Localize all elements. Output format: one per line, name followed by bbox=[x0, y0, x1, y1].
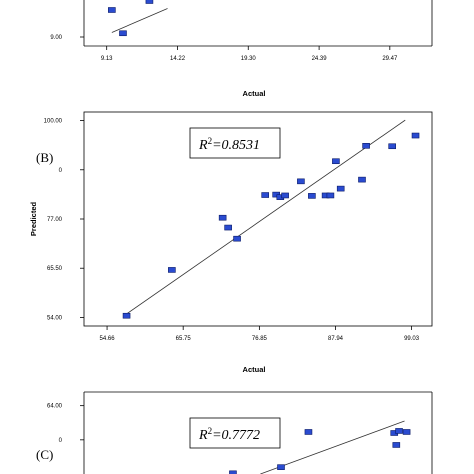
data-point bbox=[145, 0, 154, 4]
data-point bbox=[281, 192, 289, 199]
panel-b-r2-text: R2=0.8531 bbox=[198, 136, 260, 153]
panel-c-r2-text: R2=0.7772 bbox=[198, 426, 260, 443]
data-point bbox=[411, 132, 420, 139]
data-point bbox=[392, 442, 401, 448]
y-tick-label: 0 bbox=[59, 438, 63, 444]
y-tick-label: 0 bbox=[59, 168, 63, 174]
data-point bbox=[119, 30, 127, 37]
data-point bbox=[261, 192, 270, 198]
data-point bbox=[358, 176, 366, 183]
data-point bbox=[326, 192, 335, 199]
data-point bbox=[388, 143, 396, 150]
panel-c-chart: (C) 64.00 0 R2=0.7772 bbox=[36, 391, 433, 474]
data-point bbox=[308, 193, 316, 199]
fit-line bbox=[124, 119, 406, 316]
data-point bbox=[336, 185, 345, 192]
data-point bbox=[108, 7, 116, 13]
x-tick-label: 29.47 bbox=[382, 56, 398, 62]
data-point bbox=[304, 429, 313, 435]
panel-c-r2-box: R2=0.7772 bbox=[189, 417, 281, 449]
panel-b-x-axis-label: Actual bbox=[243, 365, 266, 374]
data-point bbox=[224, 224, 232, 231]
panel-b-label: (B) bbox=[36, 150, 53, 165]
x-tick-label: 87.94 bbox=[328, 336, 344, 342]
y-tick-label: 54.00 bbox=[47, 315, 63, 321]
fit-line bbox=[111, 8, 168, 33]
x-tick-label: 65.75 bbox=[176, 336, 192, 342]
data-point bbox=[168, 267, 176, 273]
data-point bbox=[402, 429, 411, 435]
y-tick-label: 100.00 bbox=[44, 119, 63, 125]
y-tick-label: 65.50 bbox=[47, 266, 63, 272]
y-tick-label: 77.00 bbox=[47, 217, 63, 223]
x-tick-label: 76.85 bbox=[252, 336, 268, 342]
x-tick-label: 24.39 bbox=[312, 56, 328, 62]
panel-b-r2-box: R2=0.8531 bbox=[189, 127, 281, 159]
panel-b-y-axis-label: Predicted bbox=[29, 201, 38, 236]
x-tick-label: 99.03 bbox=[404, 336, 420, 342]
panel-b-chart: (B) 54.66 65.75 76.85 87.94 99.03 100.00 0 77.… bbox=[29, 111, 433, 374]
data-point bbox=[277, 464, 285, 470]
y-tick-label: 9.00 bbox=[50, 35, 62, 41]
data-point bbox=[332, 158, 340, 165]
data-point bbox=[233, 235, 241, 242]
data-point bbox=[218, 214, 227, 221]
panel-c-label: (C) bbox=[36, 447, 53, 462]
panel-a-chart: 9.13 14.22 19.30 24.39 29.47 9.00 Actual bbox=[50, 0, 433, 98]
data-point bbox=[122, 312, 131, 319]
panel-a-x-axis-label: Actual bbox=[243, 89, 266, 98]
y-tick-label: 64.00 bbox=[47, 404, 63, 410]
data-point bbox=[395, 428, 403, 434]
x-tick-label: 54.66 bbox=[100, 336, 116, 342]
data-point bbox=[229, 470, 237, 474]
x-tick-label: 19.30 bbox=[241, 56, 257, 62]
x-tick-label: 14.22 bbox=[170, 56, 186, 62]
x-tick-label: 9.13 bbox=[101, 56, 113, 62]
data-point bbox=[297, 178, 305, 185]
data-point bbox=[362, 143, 370, 149]
